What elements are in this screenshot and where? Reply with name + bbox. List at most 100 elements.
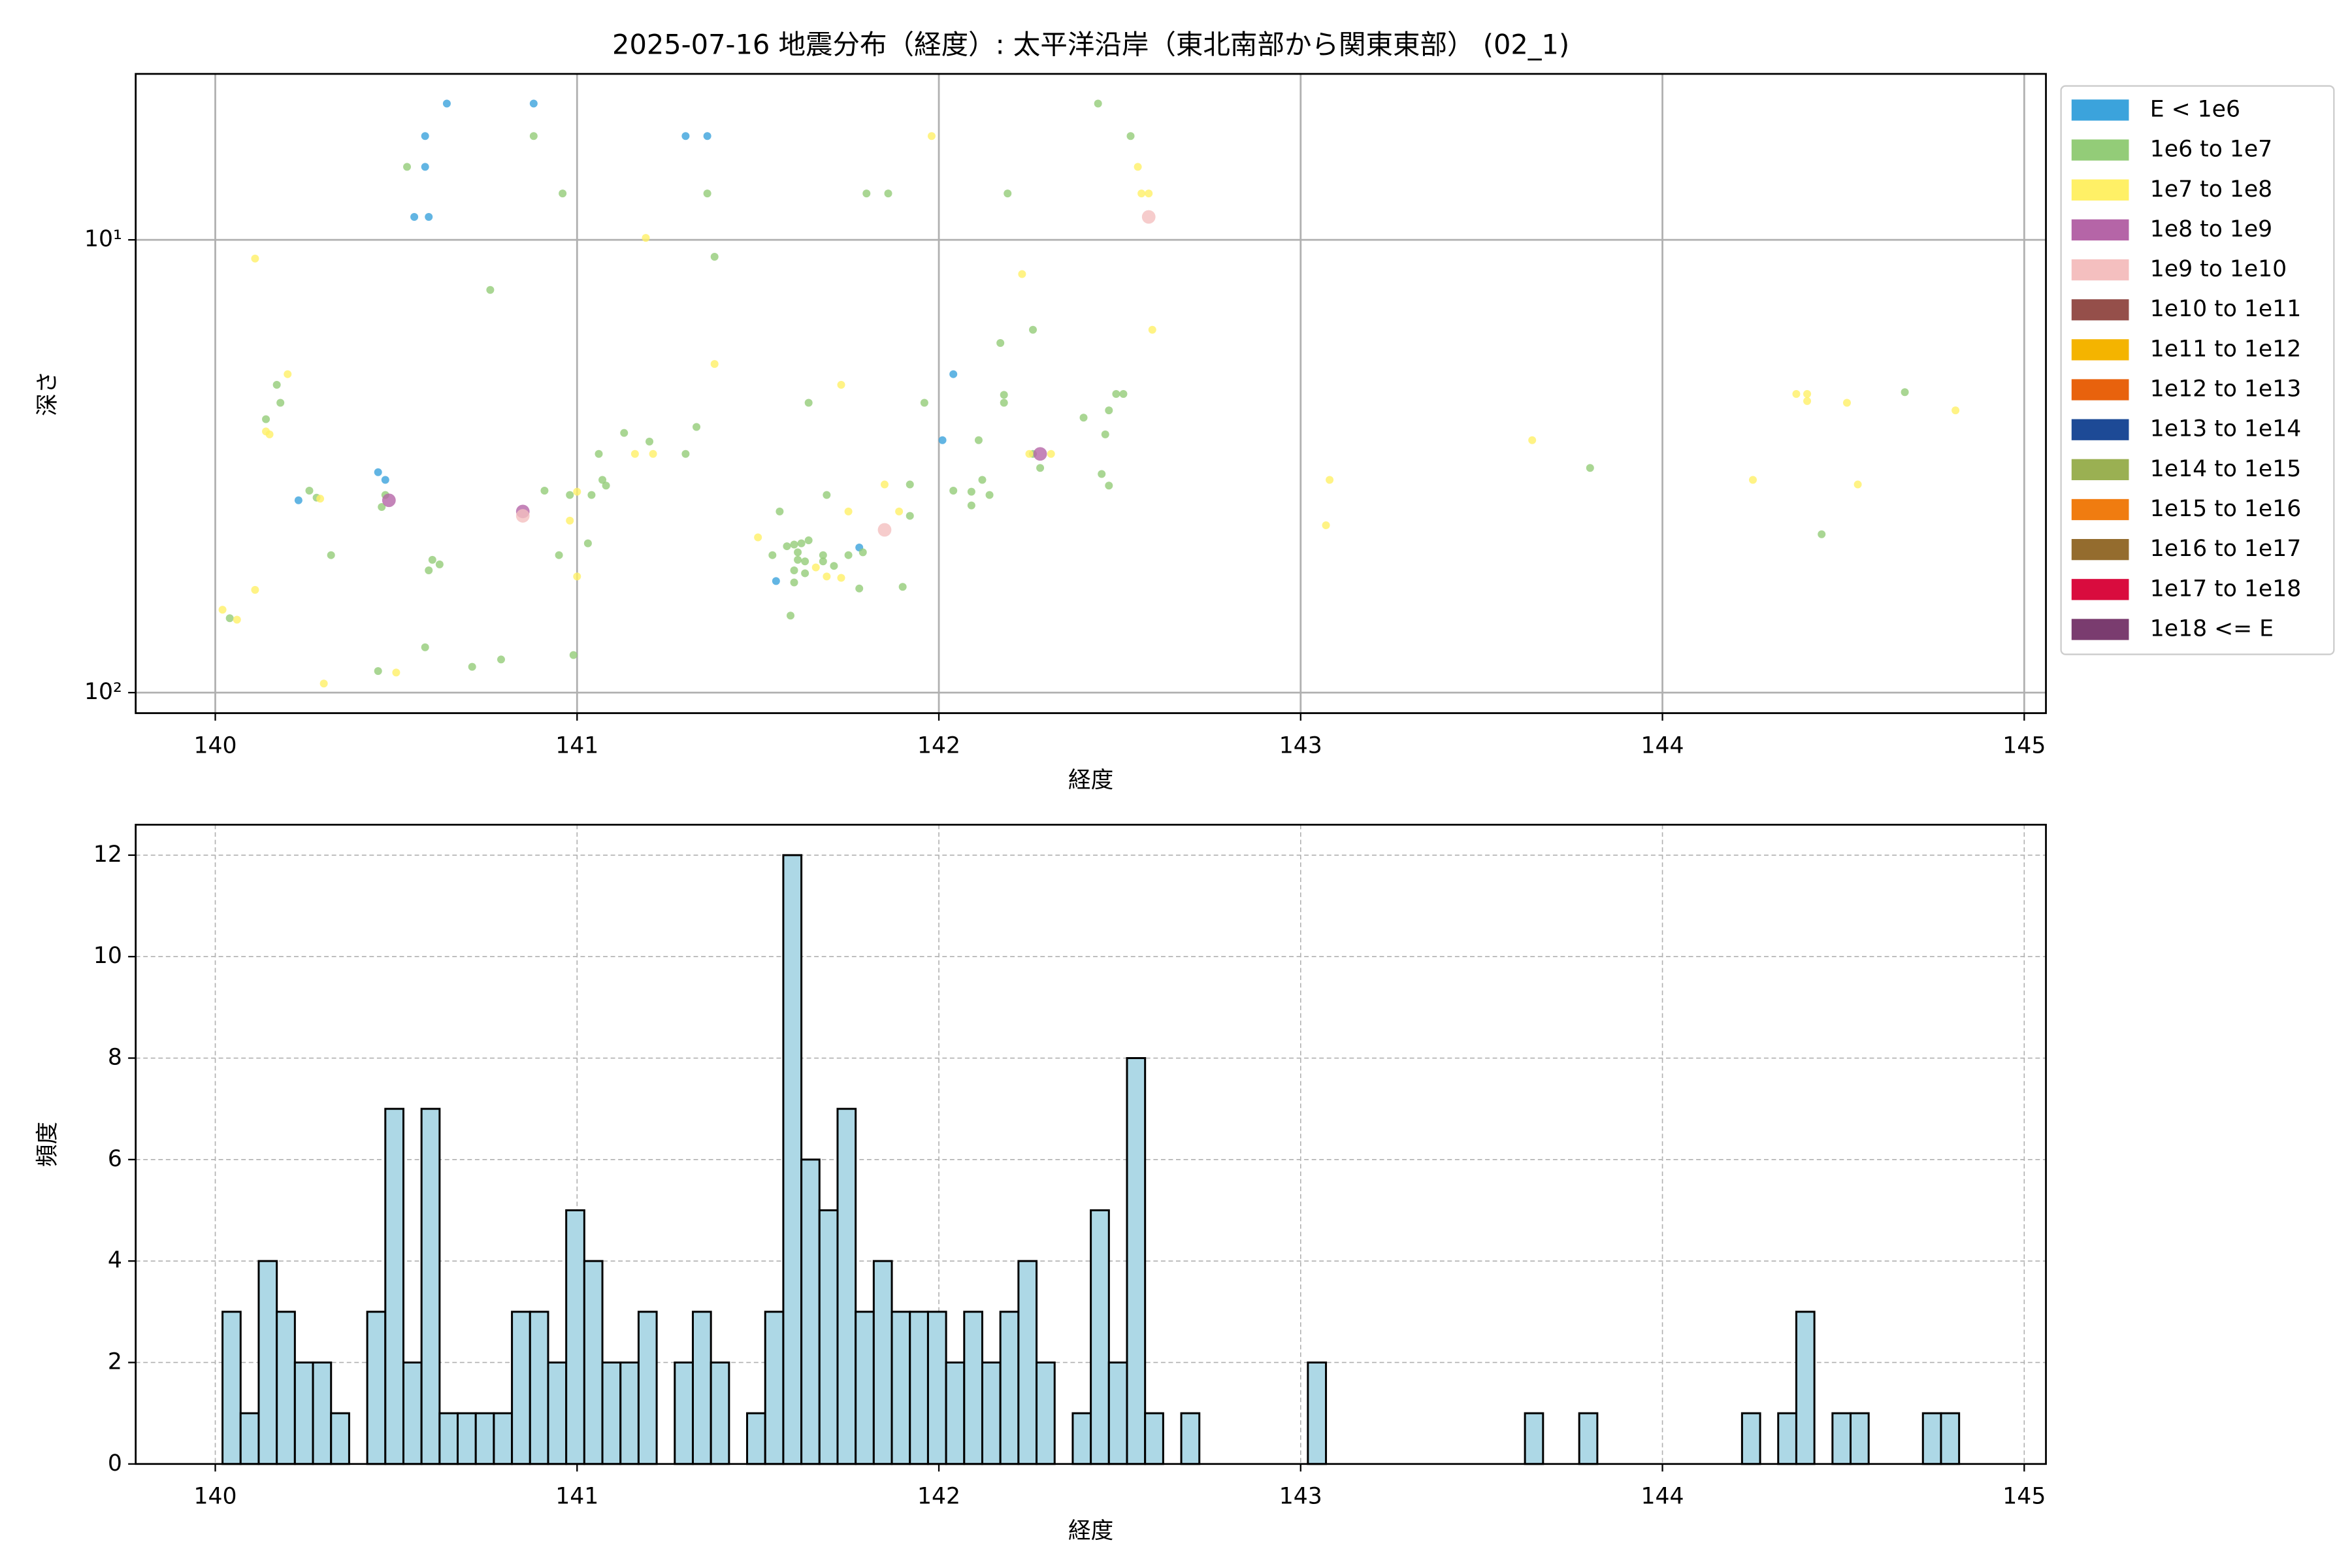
scatter-point bbox=[1018, 270, 1026, 278]
legend-label: 1e8 to 1e9 bbox=[2150, 216, 2272, 242]
y-tick-label: 12 bbox=[93, 841, 122, 868]
scatter-point bbox=[1803, 397, 1812, 405]
histogram-bar bbox=[890, 1311, 911, 1465]
histogram-bar bbox=[312, 1361, 333, 1465]
scatter-point bbox=[768, 551, 777, 559]
histogram-bar bbox=[493, 1412, 514, 1465]
scatter-point bbox=[233, 615, 241, 624]
histogram-bar bbox=[257, 1260, 278, 1465]
scatter-point bbox=[819, 551, 827, 559]
histogram-bar bbox=[963, 1311, 983, 1465]
scatter-point bbox=[837, 574, 845, 582]
histogram-bar bbox=[818, 1209, 839, 1465]
scatter-point bbox=[642, 234, 650, 242]
scatter-point bbox=[804, 536, 813, 545]
x-tick-label: 142 bbox=[917, 1484, 960, 1510]
scatter-point bbox=[1000, 399, 1008, 407]
scatter-point bbox=[1126, 132, 1135, 140]
legend-label: 1e17 to 1e18 bbox=[2150, 576, 2301, 602]
scatter-point bbox=[1079, 414, 1088, 422]
scatter-point bbox=[566, 516, 574, 525]
scatter-point bbox=[1036, 464, 1045, 472]
scatter-point bbox=[272, 380, 281, 389]
scatter-point bbox=[486, 286, 495, 294]
histogram-bar bbox=[1795, 1311, 1816, 1465]
scatter-point bbox=[974, 436, 983, 444]
scatter-point bbox=[305, 486, 314, 495]
x-tick-label: 140 bbox=[193, 1484, 237, 1510]
histogram-bar bbox=[384, 1107, 404, 1465]
scatter-point bbox=[1119, 390, 1128, 399]
legend-swatch bbox=[2071, 419, 2129, 440]
scatter-point bbox=[1322, 521, 1330, 530]
legend-label: 1e15 to 1e16 bbox=[2150, 496, 2301, 522]
scatter-point bbox=[410, 213, 419, 221]
scatter-point bbox=[710, 360, 719, 368]
y-tick-label: 4 bbox=[108, 1247, 122, 1273]
legend-swatch bbox=[2071, 579, 2129, 600]
legend-label: 1e13 to 1e14 bbox=[2150, 416, 2301, 442]
legend-swatch bbox=[2071, 99, 2129, 121]
histogram-bar bbox=[1921, 1412, 1942, 1465]
scatter-point bbox=[620, 429, 629, 437]
scatter-point bbox=[425, 566, 433, 574]
histogram-bar bbox=[1036, 1361, 1056, 1465]
scatter-point bbox=[978, 476, 987, 484]
scatter-point bbox=[1586, 464, 1594, 472]
y-tick-label: 0 bbox=[108, 1450, 122, 1477]
axes-frame bbox=[135, 823, 2047, 1465]
legend: E < 1e6 1e6 to 1e7 1e7 to 1e8 1e8 to 1e9 1e9… bbox=[2060, 85, 2335, 655]
scatter-point bbox=[1528, 436, 1537, 444]
scatter-point bbox=[844, 551, 853, 559]
histogram-bar bbox=[746, 1412, 766, 1465]
scatter-point bbox=[1792, 390, 1801, 399]
scatter-point bbox=[967, 487, 975, 496]
legend-label: 1e6 to 1e7 bbox=[2150, 137, 2272, 163]
scatter-point bbox=[403, 163, 412, 171]
scatter-point bbox=[906, 480, 914, 489]
scatter-point bbox=[284, 370, 292, 378]
histogram-bar bbox=[601, 1361, 622, 1465]
scatter-point bbox=[790, 578, 798, 587]
scatter-point bbox=[681, 132, 690, 140]
legend-label: 1e12 to 1e13 bbox=[2150, 376, 2301, 402]
legend-swatch bbox=[2071, 459, 2129, 480]
scatter-point bbox=[1094, 99, 1102, 108]
scatter-point bbox=[559, 189, 567, 198]
legend-frame bbox=[2060, 85, 2335, 655]
scatter-point bbox=[1326, 476, 1334, 484]
scatter-point bbox=[823, 491, 831, 499]
scatter-point bbox=[276, 399, 285, 407]
histogram-bar bbox=[855, 1311, 875, 1465]
histogram-bar bbox=[420, 1107, 441, 1465]
scatter-point bbox=[927, 132, 936, 140]
scatter-point bbox=[645, 437, 654, 446]
scatter-point bbox=[587, 491, 596, 499]
scatter-point bbox=[435, 560, 444, 568]
histogram-bar bbox=[836, 1107, 857, 1465]
legend-swatch bbox=[2071, 139, 2129, 161]
y-tick-label: 10² bbox=[84, 679, 122, 705]
scatter-point bbox=[1047, 449, 1055, 458]
scatter-point bbox=[378, 502, 386, 511]
scatter-point bbox=[967, 501, 975, 510]
scatter-point bbox=[515, 509, 530, 523]
histogram-bar bbox=[945, 1361, 966, 1465]
scatter-point bbox=[1112, 390, 1120, 399]
scatter-point bbox=[573, 487, 581, 496]
legend-label: 1e18 <= E bbox=[2150, 615, 2274, 642]
scatter-point bbox=[595, 449, 603, 458]
scatter-point bbox=[898, 583, 907, 591]
histogram-bar bbox=[221, 1311, 242, 1465]
scatter-point bbox=[880, 480, 889, 489]
histogram-bar bbox=[293, 1361, 314, 1465]
x-tick-label: 145 bbox=[2002, 732, 2046, 759]
scatter-point bbox=[938, 436, 947, 444]
scatter-point bbox=[316, 495, 325, 503]
histogram-bar bbox=[619, 1361, 640, 1465]
legend-label: 1e11 to 1e12 bbox=[2150, 336, 2301, 362]
scatter-point bbox=[421, 132, 429, 140]
histogram-bar bbox=[1071, 1412, 1092, 1465]
scatter-point bbox=[555, 551, 563, 559]
